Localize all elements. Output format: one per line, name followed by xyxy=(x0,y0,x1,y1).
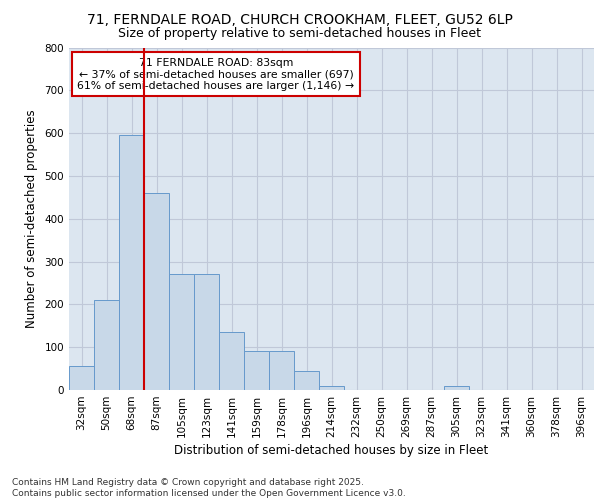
Bar xyxy=(69,366,94,390)
Bar xyxy=(319,386,344,390)
Text: 71 FERNDALE ROAD: 83sqm
← 37% of semi-detached houses are smaller (697)
61% of s: 71 FERNDALE ROAD: 83sqm ← 37% of semi-de… xyxy=(77,58,355,91)
Bar xyxy=(144,193,169,390)
Y-axis label: Number of semi-detached properties: Number of semi-detached properties xyxy=(25,110,38,328)
Bar xyxy=(194,274,219,390)
Bar xyxy=(269,352,294,390)
Text: Size of property relative to semi-detached houses in Fleet: Size of property relative to semi-detach… xyxy=(119,28,482,40)
Bar xyxy=(444,386,469,390)
Bar xyxy=(294,370,319,390)
Bar xyxy=(244,352,269,390)
Bar xyxy=(94,300,119,390)
Text: 71, FERNDALE ROAD, CHURCH CROOKHAM, FLEET, GU52 6LP: 71, FERNDALE ROAD, CHURCH CROOKHAM, FLEE… xyxy=(87,12,513,26)
X-axis label: Distribution of semi-detached houses by size in Fleet: Distribution of semi-detached houses by … xyxy=(175,444,488,457)
Bar xyxy=(219,332,244,390)
Text: Contains HM Land Registry data © Crown copyright and database right 2025.
Contai: Contains HM Land Registry data © Crown c… xyxy=(12,478,406,498)
Bar xyxy=(119,136,144,390)
Bar xyxy=(169,274,194,390)
